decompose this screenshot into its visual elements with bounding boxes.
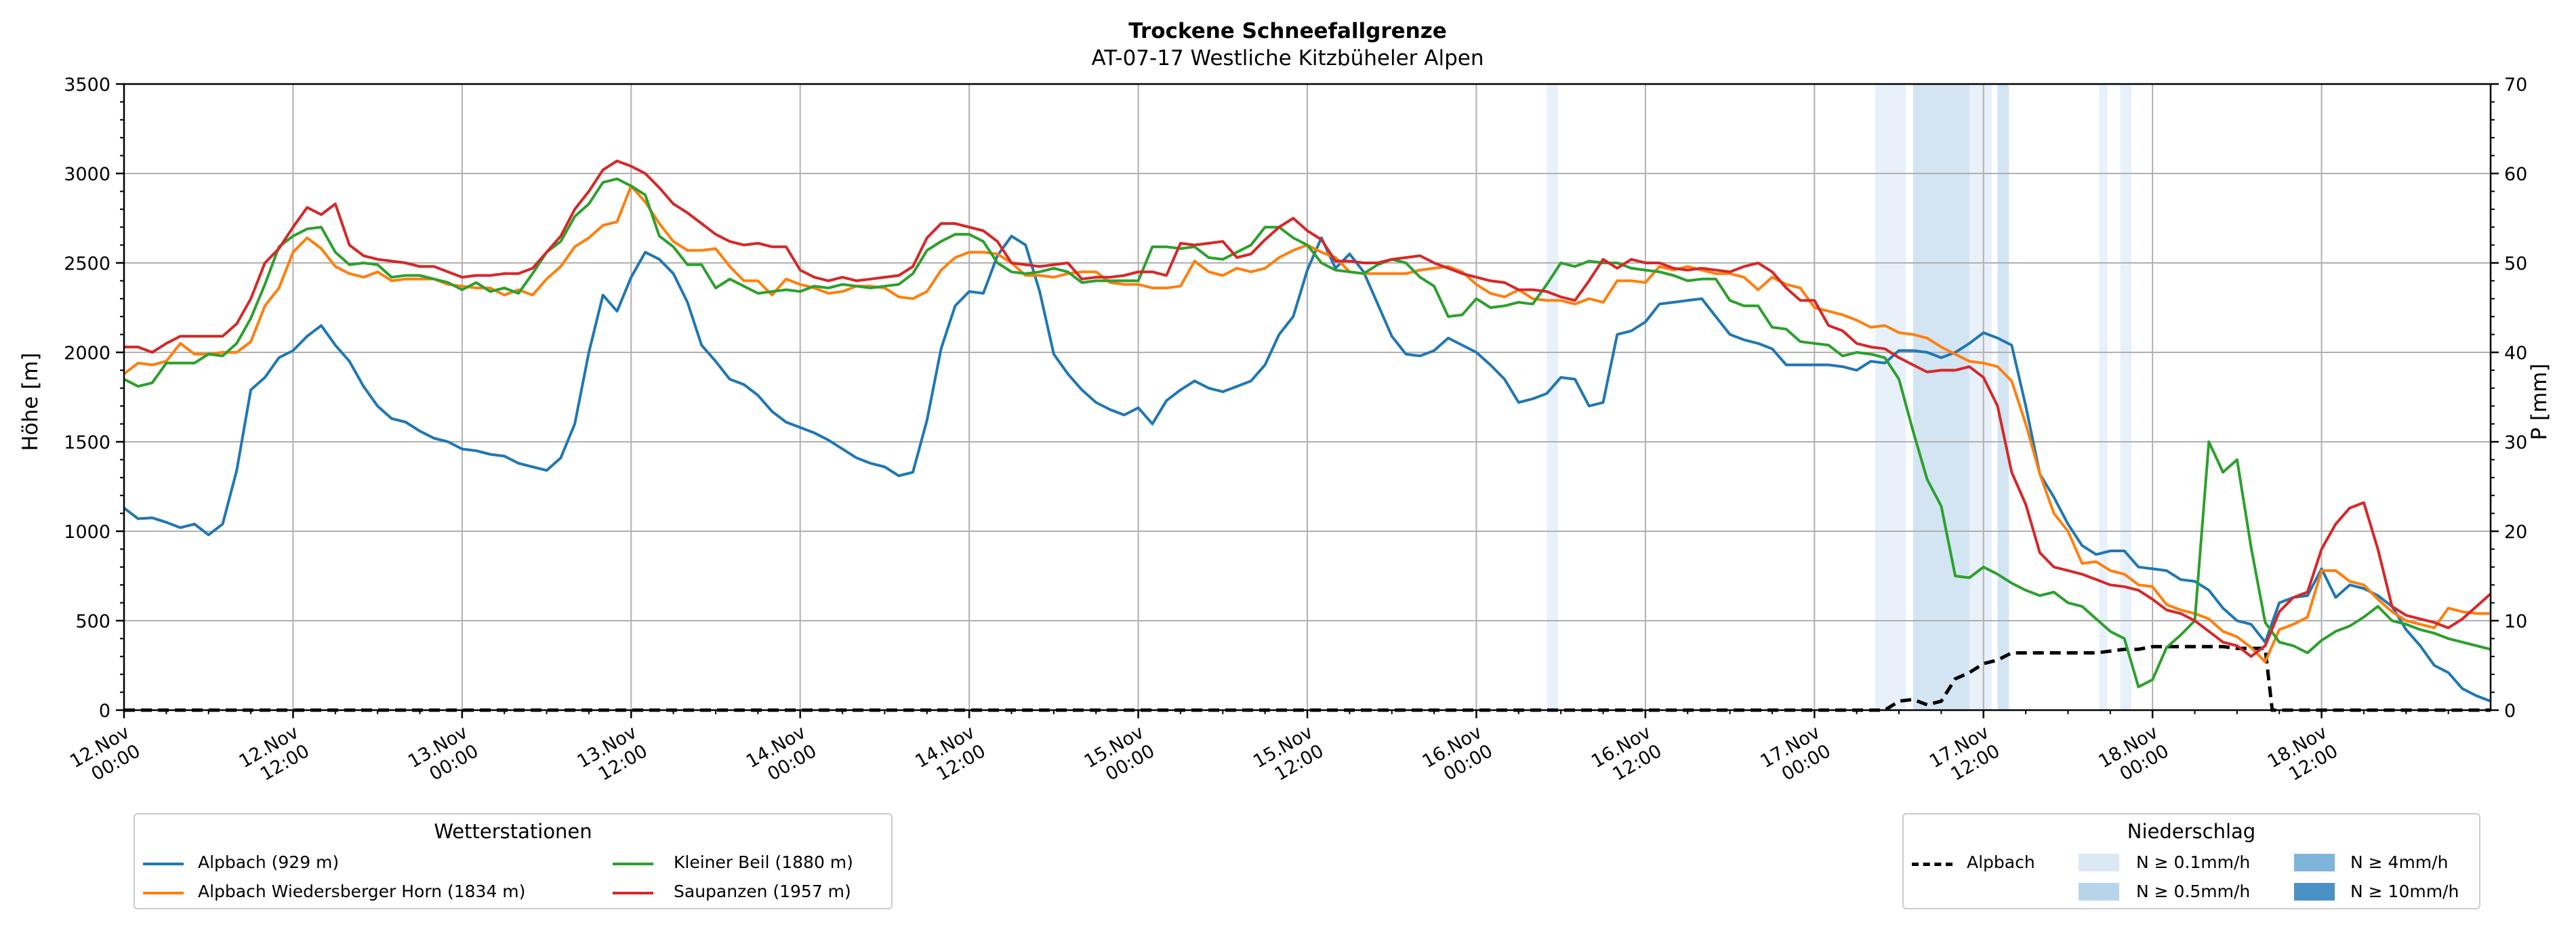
x-tick-label: 12.Nov12:00 xyxy=(236,722,313,791)
x-tick-label: 18.Nov12:00 xyxy=(2264,722,2342,791)
y2-tick-label: 20 xyxy=(2504,522,2527,543)
chart-title: Trockene Schneefallgrenze xyxy=(1128,19,1447,43)
x-tick-label: 12.Nov00:00 xyxy=(66,722,144,791)
station-legend-title: Wetterstationen xyxy=(434,820,592,843)
x-tick-label: 16.Nov12:00 xyxy=(1588,722,1665,791)
legend-label-wiedersberger: Alpbach Wiedersberger Horn (1834 m) xyxy=(198,882,526,901)
y2-tick-label: 50 xyxy=(2504,253,2527,274)
legend-label-0-1: N ≥ 0.1mm/h xyxy=(2136,852,2251,872)
series-line-0 xyxy=(123,234,2491,703)
legend-label-10: N ≥ 10mm/h xyxy=(2350,882,2459,901)
x-tick-label: 14.Nov00:00 xyxy=(743,722,820,791)
station-legend: Wetterstationen Alpbach (929 m) Alpbach … xyxy=(134,813,893,909)
precip-band xyxy=(1969,84,1992,710)
x-tick-label: 15.Nov00:00 xyxy=(1081,722,1158,791)
series-line-3 xyxy=(124,159,2492,658)
x-tick-label: 18.Nov00:00 xyxy=(2095,722,2172,791)
legend-swatch-alpbach xyxy=(143,863,184,865)
x-tick-label: 17.Nov12:00 xyxy=(1926,722,2003,791)
y-tick-label: 3000 xyxy=(64,164,110,185)
labels: Trockene Schneefallgrenze AT-07-17 Westl… xyxy=(18,19,2552,451)
x-tick-label: 15.Nov12:00 xyxy=(1250,722,1327,791)
precip-band xyxy=(1997,84,2009,710)
precip-legend: Niederschlag Alpbach N ≥ 0.1mm/h N ≥ 0.5… xyxy=(1902,813,2480,909)
legend-label-saupanzen: Saupanzen (1957 m) xyxy=(674,882,851,901)
y2-tick-label: 10 xyxy=(2504,611,2527,632)
legend-swatch-kleiner-beil xyxy=(613,863,653,865)
precip-band xyxy=(1913,84,1969,710)
y-tick-label: 1000 xyxy=(64,522,110,543)
legend-swatch-precip-alpbach xyxy=(1912,863,1953,866)
y-axis-label: Höhe [m] xyxy=(18,352,43,451)
y-tick-label: 2000 xyxy=(64,343,110,364)
precip-band xyxy=(1875,84,1891,710)
y-tick-label: 0 xyxy=(99,701,110,722)
y2-tick-label: 40 xyxy=(2504,343,2527,364)
precip-line-alpbach xyxy=(124,644,2491,712)
station-series xyxy=(123,159,2492,703)
y2-tick-label: 60 xyxy=(2504,164,2527,185)
legend-patch-10 xyxy=(2294,883,2335,901)
precip-bands xyxy=(1547,84,2131,710)
precip-band xyxy=(1547,84,1558,710)
legend-swatch-saupanzen xyxy=(613,892,653,894)
y-tick-label: 1500 xyxy=(64,432,110,453)
legend-swatch-wiedersberger xyxy=(143,892,184,894)
y2-tick-label: 0 xyxy=(2504,701,2516,722)
legend-patch-4 xyxy=(2294,854,2335,871)
chart-subtitle: AT-07-17 Westliche Kitzbüheler Alpen xyxy=(1092,46,1484,70)
precip-legend-title: Niederschlag xyxy=(2127,820,2256,843)
legend-label-alpbach: Alpbach (929 m) xyxy=(198,852,340,872)
grid xyxy=(123,83,2491,711)
legend-label-precip-alpbach: Alpbach xyxy=(1967,852,2035,872)
legend-patch-0-5 xyxy=(2079,883,2119,901)
x-tick-label: 17.Nov00:00 xyxy=(1757,722,1834,791)
legend-label-kleiner-beil: Kleiner Beil (1880 m) xyxy=(674,852,853,872)
y-tick-label: 3500 xyxy=(64,75,110,96)
axes: 0 500 1000 1500 2000 2500 3000 3500 0 10 20 30 40 50 6… xyxy=(64,75,2527,791)
precip-band xyxy=(2120,84,2131,710)
precip-series xyxy=(124,644,2491,712)
precip-band xyxy=(2099,84,2108,710)
legend-label-0-5: N ≥ 0.5mm/h xyxy=(2136,882,2251,901)
series-line-2 xyxy=(123,177,2491,688)
legend-label-4: N ≥ 4mm/h xyxy=(2350,852,2449,872)
y2-tick-label: 70 xyxy=(2504,75,2527,96)
y2-tick-label: 30 xyxy=(2504,432,2527,453)
y-tick-label: 2500 xyxy=(64,253,110,274)
y2-axis-label: P [mm] xyxy=(2527,363,2552,440)
x-tick-label: 13.Nov00:00 xyxy=(405,722,482,791)
x-tick-label: 13.Nov12:00 xyxy=(573,722,651,791)
legend-patch-0-1 xyxy=(2079,854,2119,871)
x-tick-label: 16.Nov00:00 xyxy=(1419,722,1496,791)
x-tick-label: 14.Nov12:00 xyxy=(912,722,989,791)
precip-band xyxy=(1890,84,1906,710)
y-tick-label: 500 xyxy=(75,611,110,632)
